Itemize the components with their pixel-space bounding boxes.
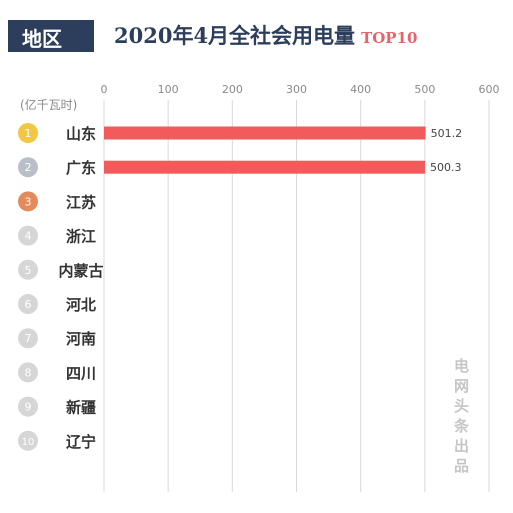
- rank-number: 4: [25, 230, 32, 243]
- rank-number: 5: [25, 264, 32, 277]
- rank-number: 10: [22, 437, 35, 448]
- category-label: 内蒙古: [58, 262, 103, 280]
- rank-medal-icon: [18, 328, 38, 349]
- rank-medal-icon: [18, 362, 38, 383]
- category-label: 浙江: [66, 228, 96, 246]
- rank-number: 8: [25, 366, 32, 379]
- x-tick-label: 100: [158, 83, 179, 96]
- rank-number: 2: [25, 161, 32, 174]
- category-label: 辽宁: [66, 433, 96, 451]
- rank-number: 3: [25, 195, 32, 208]
- rank-medal-icon: [18, 396, 38, 417]
- rank-medal-icon: [18, 157, 38, 178]
- unit-label: (亿千瓦时): [20, 97, 77, 112]
- data-label: 501.2: [431, 127, 463, 140]
- rank-number: 1: [25, 127, 32, 140]
- rank-number: 9: [25, 401, 32, 414]
- rank-medal-icon: [18, 225, 38, 246]
- bar: [104, 160, 426, 174]
- category-label: 四川: [66, 364, 96, 382]
- category-label: 新疆: [66, 399, 96, 417]
- rank-medal-icon: [18, 294, 38, 314]
- rank-medal-icon: [18, 123, 38, 143]
- x-tick-label: 400: [350, 83, 371, 96]
- data-label: 500.3: [430, 161, 462, 174]
- x-tick-label: 500: [414, 83, 435, 96]
- bar: [104, 126, 426, 140]
- x-tick-label: 200: [222, 83, 243, 96]
- x-tick-label: 300: [286, 83, 307, 96]
- chart-title-text: 2020年4月全社会用电量: [114, 23, 356, 48]
- category-label: 江苏: [66, 193, 96, 211]
- category-label: 河南: [66, 330, 96, 348]
- top10-label: TOP10: [361, 29, 418, 47]
- rank-medal-icon: [18, 259, 38, 280]
- category-label: 广东: [66, 159, 96, 177]
- category-label: 河北: [66, 296, 96, 314]
- watermark: 电网头条出品: [454, 357, 470, 475]
- rank-medal-icon: [18, 430, 38, 451]
- x-tick-label: 0: [101, 83, 108, 96]
- rank-number: 6: [25, 298, 32, 311]
- chart-title: 2020年4月全社会用电量 TOP10: [114, 20, 417, 50]
- rank-medal-icon: [18, 191, 38, 212]
- rank-number: 7: [25, 332, 32, 345]
- region-tag-label: 地区: [22, 27, 62, 51]
- category-label: 山东: [66, 125, 96, 143]
- region-tag: 地区: [8, 20, 94, 52]
- x-tick-label: 600: [479, 83, 500, 96]
